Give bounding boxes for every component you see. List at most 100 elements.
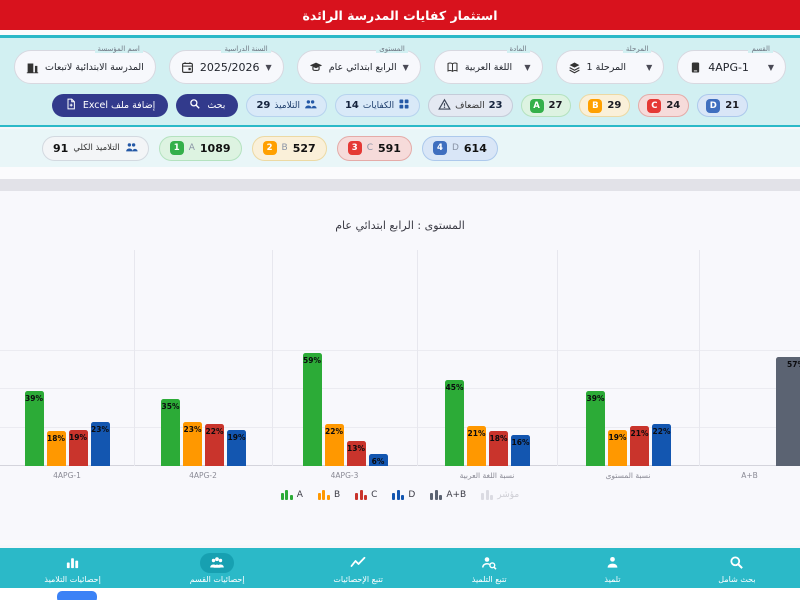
filter-label: المرحلة bbox=[622, 45, 652, 53]
bar-B[interactable]: 23% bbox=[183, 422, 202, 466]
book-icon bbox=[446, 61, 459, 74]
bar-A[interactable]: 39% bbox=[24, 391, 44, 466]
rank-chip: 2 bbox=[262, 141, 277, 155]
horizontal-scrollbar[interactable] bbox=[0, 179, 800, 191]
stat-d-badge: 4 D 614 bbox=[421, 135, 498, 161]
bar-D[interactable]: 6% bbox=[368, 454, 388, 466]
chart-legend: A B C D A+B مؤشر bbox=[0, 490, 800, 500]
bar-D[interactable]: 22% bbox=[652, 424, 671, 466]
bar-A[interactable]: 35% bbox=[161, 399, 180, 466]
legend-item-D[interactable]: D bbox=[392, 490, 415, 500]
legend-item-B[interactable]: B bbox=[317, 490, 341, 500]
header-divider bbox=[0, 30, 800, 35]
bar-value-label: 19% bbox=[227, 433, 246, 442]
legend-item-A[interactable]: A bbox=[280, 490, 303, 500]
bar-value-label: 18% bbox=[47, 434, 65, 443]
add-excel-button[interactable]: إضافة ملف Excel bbox=[51, 94, 169, 117]
gridline bbox=[0, 427, 800, 428]
badge-label: الكفايات bbox=[362, 100, 395, 111]
nav-student-tracking[interactable]: تتبع التلميذ bbox=[472, 553, 507, 584]
bar-C[interactable]: 13% bbox=[346, 441, 366, 466]
chevron-down-icon: ▼ bbox=[524, 62, 531, 72]
stat-letter: B bbox=[281, 143, 288, 153]
bar-A[interactable]: 45% bbox=[445, 380, 464, 466]
category-label: 4APG-3 bbox=[330, 471, 359, 480]
nav-class-stats[interactable]: إحصائيات القسم bbox=[190, 552, 245, 584]
search-icon bbox=[189, 98, 201, 113]
gridline bbox=[0, 388, 800, 389]
legend-item-C[interactable]: C bbox=[355, 490, 377, 500]
nav-stats-tracking[interactable]: تتبع الإحصائيات bbox=[333, 553, 383, 584]
bar-B[interactable]: 19% bbox=[608, 430, 627, 466]
legend-item-A+B[interactable]: A+B bbox=[430, 490, 466, 500]
stat-a-badge: 1 A 1089 bbox=[158, 135, 242, 161]
bar-A+B[interactable]: 57% bbox=[776, 357, 800, 466]
badge-label: التلاميذ bbox=[274, 100, 300, 111]
bottom-strip bbox=[0, 588, 800, 600]
filter-institution[interactable]: اسم المؤسسة المدرسة الابتدائية لاتبعات bbox=[14, 45, 156, 84]
chart-column: 39% 18% 19% 23% 4APG-1 bbox=[0, 250, 134, 480]
bar-value-label: 16% bbox=[511, 438, 530, 447]
stat-value: 1089 bbox=[199, 141, 231, 155]
calendar-icon bbox=[181, 61, 194, 74]
search-button[interactable]: بحث bbox=[176, 94, 239, 117]
legend-label: B bbox=[333, 490, 341, 500]
students-count-badge: 29 التلاميذ bbox=[246, 94, 327, 117]
filter-class[interactable]: القسم 4APG-1 ▼ bbox=[677, 45, 787, 84]
bar-value-label: 57% bbox=[787, 360, 800, 369]
gap-strip bbox=[0, 167, 800, 179]
bottom-left-chip[interactable] bbox=[57, 591, 97, 600]
legend-label: D bbox=[408, 490, 416, 500]
building-icon bbox=[26, 61, 39, 74]
stat-value: 614 bbox=[463, 141, 487, 155]
bar-value-label: 45% bbox=[445, 383, 464, 392]
mini-bars-icon bbox=[355, 490, 368, 500]
bar-C[interactable]: 18% bbox=[489, 431, 508, 466]
bar-A[interactable]: 39% bbox=[586, 391, 605, 466]
filter-value: 2025/2026 bbox=[199, 60, 260, 74]
mini-bars-icon bbox=[430, 490, 443, 500]
chevron-down-icon: ▼ bbox=[767, 62, 775, 72]
filter-school-year[interactable]: السنة الدراسية 2025/2026 ▼ bbox=[168, 45, 284, 84]
button-label: بحث bbox=[207, 100, 226, 111]
nav-student[interactable]: تلميذ bbox=[595, 553, 629, 584]
nav-student-stats[interactable]: إحصائيات التلاميذ bbox=[44, 553, 101, 584]
bar-C[interactable]: 19% bbox=[68, 430, 88, 466]
stat-letter: C bbox=[366, 143, 373, 153]
search-icon bbox=[720, 553, 754, 573]
bar-B[interactable]: 18% bbox=[46, 431, 66, 466]
filter-stage[interactable]: المرحلة المرحلة 1 ▼ bbox=[555, 45, 665, 84]
bar-value-label: 18% bbox=[489, 434, 508, 443]
bar-D[interactable]: 19% bbox=[227, 430, 246, 466]
chart-title: المستوى : الرابع ابتدائي عام bbox=[335, 219, 465, 232]
nav-label: تتبع الإحصائيات bbox=[333, 574, 383, 584]
rank-chip: 1 bbox=[169, 141, 184, 155]
filter-subject[interactable]: المادة اللغة العربية ▼ bbox=[433, 45, 543, 84]
bar-C[interactable]: 22% bbox=[205, 424, 224, 466]
grade-letter-chip: C bbox=[647, 98, 662, 113]
bar-D[interactable]: 16% bbox=[511, 435, 530, 466]
filter-level[interactable]: المستوى الرابع ابتدائي عام ▼ bbox=[296, 45, 421, 84]
grade-letter-chip: A bbox=[529, 98, 544, 113]
chart-column: 57% A+B bbox=[699, 250, 800, 480]
legend-label: A bbox=[296, 490, 303, 500]
bar-value-label: 22% bbox=[325, 427, 343, 436]
nav-label: تتبع التلميذ bbox=[471, 574, 507, 584]
bar-C[interactable]: 21% bbox=[630, 426, 649, 466]
bar-B[interactable]: 22% bbox=[324, 424, 344, 466]
nav-global-search[interactable]: بحث شامل bbox=[718, 553, 756, 584]
bar-group: 45% 21% 18% 16% bbox=[417, 250, 557, 466]
bar-A[interactable]: 59% bbox=[302, 353, 322, 466]
bar-B[interactable]: 21% bbox=[467, 426, 486, 466]
app-header: استثمار كفايات المدرسة الرائدة bbox=[0, 0, 800, 30]
button-label: إضافة ملف Excel bbox=[82, 100, 156, 111]
bar-chart-icon bbox=[56, 553, 90, 573]
person-search-icon bbox=[472, 553, 506, 573]
category-label: A+B bbox=[741, 471, 758, 480]
bar-group: 59% 22% 13% 6% bbox=[272, 250, 417, 466]
bar-D[interactable]: 23% bbox=[90, 422, 110, 466]
total-value: 91 bbox=[53, 141, 69, 155]
legend-item-مؤشر[interactable]: مؤشر bbox=[481, 490, 519, 500]
bar-group: 57% bbox=[699, 250, 800, 466]
chevron-down-icon: ▼ bbox=[646, 62, 653, 72]
